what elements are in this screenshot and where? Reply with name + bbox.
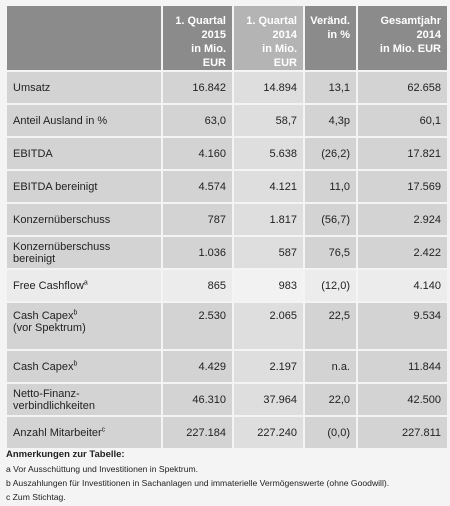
table-row: Anteil Ausland in % 63,0 58,7 4,3p 60,1 [7,105,447,136]
header-year-2014: Gesamtjahr 2014 in Mio. EUR [358,6,447,70]
table-notes: Anmerkungen zur Tabelle: a Vor Ausschütt… [6,448,446,504]
cell-q1-2015: 227.184 [163,417,232,448]
cell-q1-2015: 4.160 [163,138,232,169]
row-label: Cash Capexb [7,351,161,382]
cell-q1-2015: 46.310 [163,384,232,415]
header-q1-2015: 1. Quartal 2015 in Mio. EUR [163,6,232,70]
row-label: Anzahl Mitarbeiterc [7,417,161,448]
cell-q1-2014: 14.894 [234,72,303,103]
header-change: Veränd. in % [305,6,356,70]
row-label: Cash Capexb (vor Spektrum) [7,303,161,349]
cell-change: 22,5 [305,303,356,349]
cell-q1-2015: 4.574 [163,171,232,202]
cell-q1-2015: 63,0 [163,105,232,136]
cell-change: 76,5 [305,237,356,268]
cell-change: n.a. [305,351,356,382]
cell-year-2014: 42.500 [358,384,447,415]
cell-q1-2014: 5.638 [234,138,303,169]
cell-q1-2015: 865 [163,270,232,301]
cell-q1-2014: 983 [234,270,303,301]
notes-title: Anmerkungen zur Tabelle: [6,449,125,460]
cell-q1-2014: 2.197 [234,351,303,382]
table-row: Konzernüberschuss bereinigt 1.036 587 76,5 2… [7,237,447,268]
table-row: Umsatz 16.842 14.894 13,1 62.658 [7,72,447,103]
table-header-row: 1. Quartal 2015 in Mio. EUR 1. Quartal 2… [7,6,447,70]
cell-year-2014: 2.924 [358,204,447,235]
table-row: Cash Capexb (vor Spektrum) 2.530 2.065 22,5 9… [7,303,447,349]
row-label: Free Cashflowa [7,270,161,301]
cell-year-2014: 60,1 [358,105,447,136]
cell-q1-2014: 587 [234,237,303,268]
cell-q1-2015: 2.530 [163,303,232,349]
cell-year-2014: 17.821 [358,138,447,169]
row-label: EBITDA bereinigt [7,171,161,202]
cell-q1-2014: 227.240 [234,417,303,448]
cell-year-2014: 2.422 [358,237,447,268]
row-label: Umsatz [7,72,161,103]
footnote-marker: b [73,359,78,367]
table-row: Free Cashflowa 865 983 (12,0) 4.140 [7,270,447,301]
cell-q1-2015: 1.036 [163,237,232,268]
note-c: c Zum Stichtag. [6,492,66,502]
cell-q1-2014: 2.065 [234,303,303,349]
table-row: Netto-Finanz-verbindlichkeiten 46.310 37.9… [7,384,447,415]
financial-table: 1. Quartal 2015 in Mio. EUR 1. Quartal 2… [5,4,449,450]
note-b: b Auszahlungen für Investitionen in Sach… [6,478,390,488]
cell-change: 11,0 [305,171,356,202]
cell-change: 13,1 [305,72,356,103]
table-row: Anzahl Mitarbeiterc 227.184 227.240 (0,0) 22… [7,417,447,448]
cell-change: (12,0) [305,270,356,301]
cell-change: (0,0) [305,417,356,448]
row-label: Anteil Ausland in % [7,105,161,136]
cell-year-2014: 9.534 [358,303,447,349]
cell-q1-2015: 4.429 [163,351,232,382]
row-label: Netto-Finanz-verbindlichkeiten [7,384,161,415]
row-label: EBITDA [7,138,161,169]
note-a: a Vor Ausschüttung und Investitionen in … [6,464,199,474]
cell-change: (26,2) [305,138,356,169]
header-q1-2014: 1. Quartal 2014 in Mio. EUR [234,6,303,70]
cell-year-2014: 4.140 [358,270,447,301]
cell-year-2014: 17.569 [358,171,447,202]
cell-year-2014: 62.658 [358,72,447,103]
cell-q1-2014: 4.121 [234,171,303,202]
cell-q1-2014: 1.817 [234,204,303,235]
table-row: EBITDA 4.160 5.638 (26,2) 17.821 [7,138,447,169]
cell-change: 22,0 [305,384,356,415]
footnote-marker: b [73,309,78,317]
table-row: EBITDA bereinigt 4.574 4.121 11,0 17.569 [7,171,447,202]
cell-q1-2014: 37.964 [234,384,303,415]
cell-change: (56,7) [305,204,356,235]
row-label: Konzernüberschuss [7,204,161,235]
cell-q1-2014: 58,7 [234,105,303,136]
footnote-marker: a [83,278,88,286]
cell-change: 4,3p [305,105,356,136]
cell-year-2014: 11.844 [358,351,447,382]
table-row: Cash Capexb 4.429 2.197 n.a. 11.844 [7,351,447,382]
footnote-marker: c [101,425,106,433]
cell-q1-2015: 16.842 [163,72,232,103]
cell-q1-2015: 787 [163,204,232,235]
header-empty [7,6,161,70]
table-row: Konzernüberschuss 787 1.817 (56,7) 2.924 [7,204,447,235]
row-label: Konzernüberschuss bereinigt [7,237,161,268]
cell-year-2014: 227.811 [358,417,447,448]
